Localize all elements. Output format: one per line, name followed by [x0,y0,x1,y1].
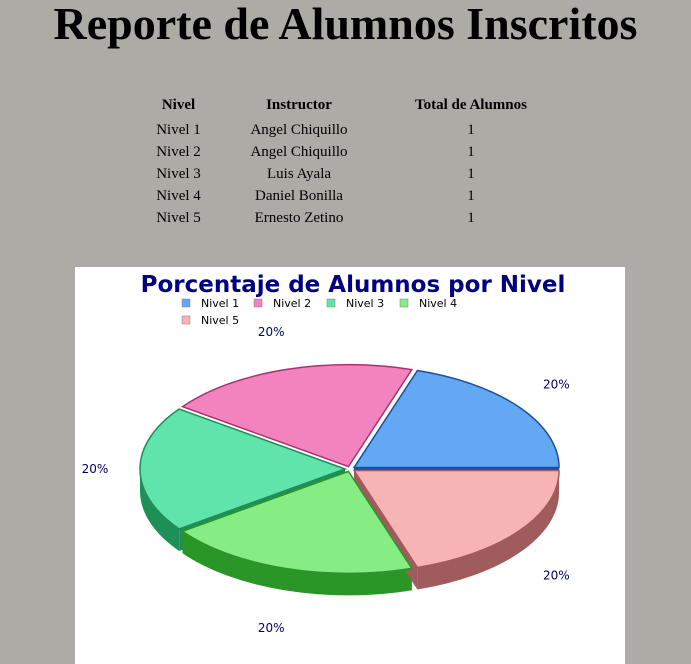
legend-swatch-nivel-2 [254,299,262,307]
legend-swatch-nivel-1 [182,299,190,307]
pie-label-nivel-1: 20% [543,377,570,391]
cell-instructor: Angel Chiquillo [227,119,371,141]
cell-instructor: Angel Chiquillo [227,141,371,163]
header-instructor: Instructor [227,96,371,119]
cell-nivel: Nivel 5 [130,207,227,229]
legend-label-nivel-4: Nivel 4 [419,297,457,310]
cell-total: 1 [371,207,571,229]
cell-total: 1 [371,163,571,185]
table-row: Nivel 2 Angel Chiquillo 1 [130,141,571,163]
legend-swatch-nivel-4 [400,299,408,307]
cell-nivel: Nivel 3 [130,163,227,185]
page-title: Reporte de Alumnos Inscritos [0,0,691,48]
cell-total: 1 [371,119,571,141]
table-row: Nivel 3 Luis Ayala 1 [130,163,571,185]
legend-label-nivel-3: Nivel 3 [346,297,384,310]
cell-nivel: Nivel 2 [130,141,227,163]
legend-swatch-nivel-3 [327,299,335,307]
cell-total: 1 [371,185,571,207]
students-table: Nivel Instructor Total de Alumnos Nivel … [130,96,571,229]
cell-instructor: Daniel Bonilla [227,185,371,207]
table-header-row: Nivel Instructor Total de Alumnos [130,96,571,119]
legend-label-nivel-2: Nivel 2 [273,297,311,310]
legend-label-nivel-5: Nivel 5 [201,314,239,327]
cell-total: 1 [371,141,571,163]
table-row: Nivel 1 Angel Chiquillo 1 [130,119,571,141]
cell-nivel: Nivel 1 [130,119,227,141]
table-row: Nivel 5 Ernesto Zetino 1 [130,207,571,229]
chart-title: Porcentaje de Alumnos por Nivel [141,272,566,298]
pie-label-nivel-3: 20% [82,462,109,476]
legend-swatch-nivel-5 [182,316,190,324]
legend-label-nivel-1: Nivel 1 [201,297,239,310]
pie-label-nivel-2: 20% [258,325,285,339]
pie-label-nivel-4: 20% [258,621,285,635]
cell-instructor: Luis Ayala [227,163,371,185]
cell-instructor: Ernesto Zetino [227,207,371,229]
cell-nivel: Nivel 4 [130,185,227,207]
table-row: Nivel 4 Daniel Bonilla 1 [130,185,571,207]
chart-legend: Nivel 1 Nivel 2 Nivel 3 Nivel 4 Nivel 5 [182,297,457,327]
header-nivel: Nivel [130,96,227,119]
header-total-alumnos: Total de Alumnos [371,96,571,119]
pie-label-nivel-5: 20% [543,569,570,583]
